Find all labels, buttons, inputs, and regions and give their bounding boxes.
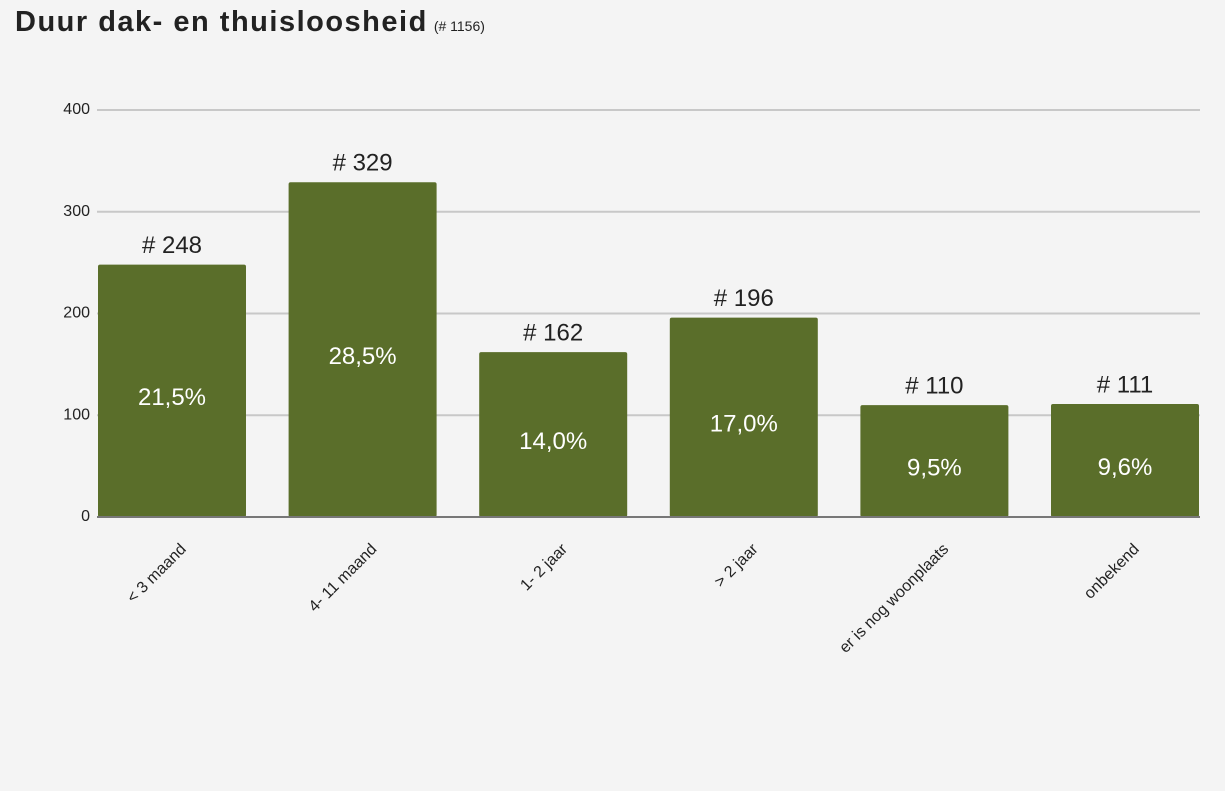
percentage-label: 21,5%	[138, 384, 206, 411]
y-tick-label: 100	[63, 406, 90, 423]
value-label: # 196	[714, 285, 774, 312]
y-tick-label: 300	[63, 203, 90, 220]
x-tick-label: 1- 2 jaar	[517, 540, 571, 594]
x-tick-label: onbekend	[1081, 541, 1143, 603]
x-tick-label: < 3 maand	[124, 541, 190, 607]
value-label: # 111	[1097, 371, 1154, 398]
x-tick-label: > 2 jaar	[712, 540, 763, 591]
value-label: # 329	[333, 150, 393, 177]
x-tick-label: 4- 11 maand	[306, 541, 381, 616]
percentage-label: 17,0%	[710, 411, 778, 438]
value-label: # 162	[523, 320, 583, 347]
bar	[669, 317, 818, 517]
bar	[98, 264, 246, 517]
percentage-label: 28,5%	[329, 343, 397, 370]
chart-title: Duur dak- en thuisloosheid	[15, 6, 428, 38]
header: Duur dak- en thuisloosheid (# 1156)	[15, 6, 485, 39]
y-tick-label: 200	[63, 305, 90, 322]
y-tick-label: 400	[63, 101, 90, 118]
bar	[288, 182, 437, 517]
bar	[1051, 404, 1199, 517]
value-label: # 110	[905, 372, 963, 399]
value-label: # 248	[142, 232, 202, 259]
x-tick-label: er is nog woonplaats	[836, 541, 952, 657]
chart-subtitle: (# 1156)	[433, 18, 485, 34]
y-tick-label: 0	[81, 508, 90, 525]
bar	[479, 352, 628, 517]
percentage-label: 9,6%	[1098, 454, 1153, 481]
percentage-label: 14,0%	[519, 428, 587, 455]
percentage-label: 9,5%	[907, 454, 962, 481]
bar	[860, 405, 1009, 517]
